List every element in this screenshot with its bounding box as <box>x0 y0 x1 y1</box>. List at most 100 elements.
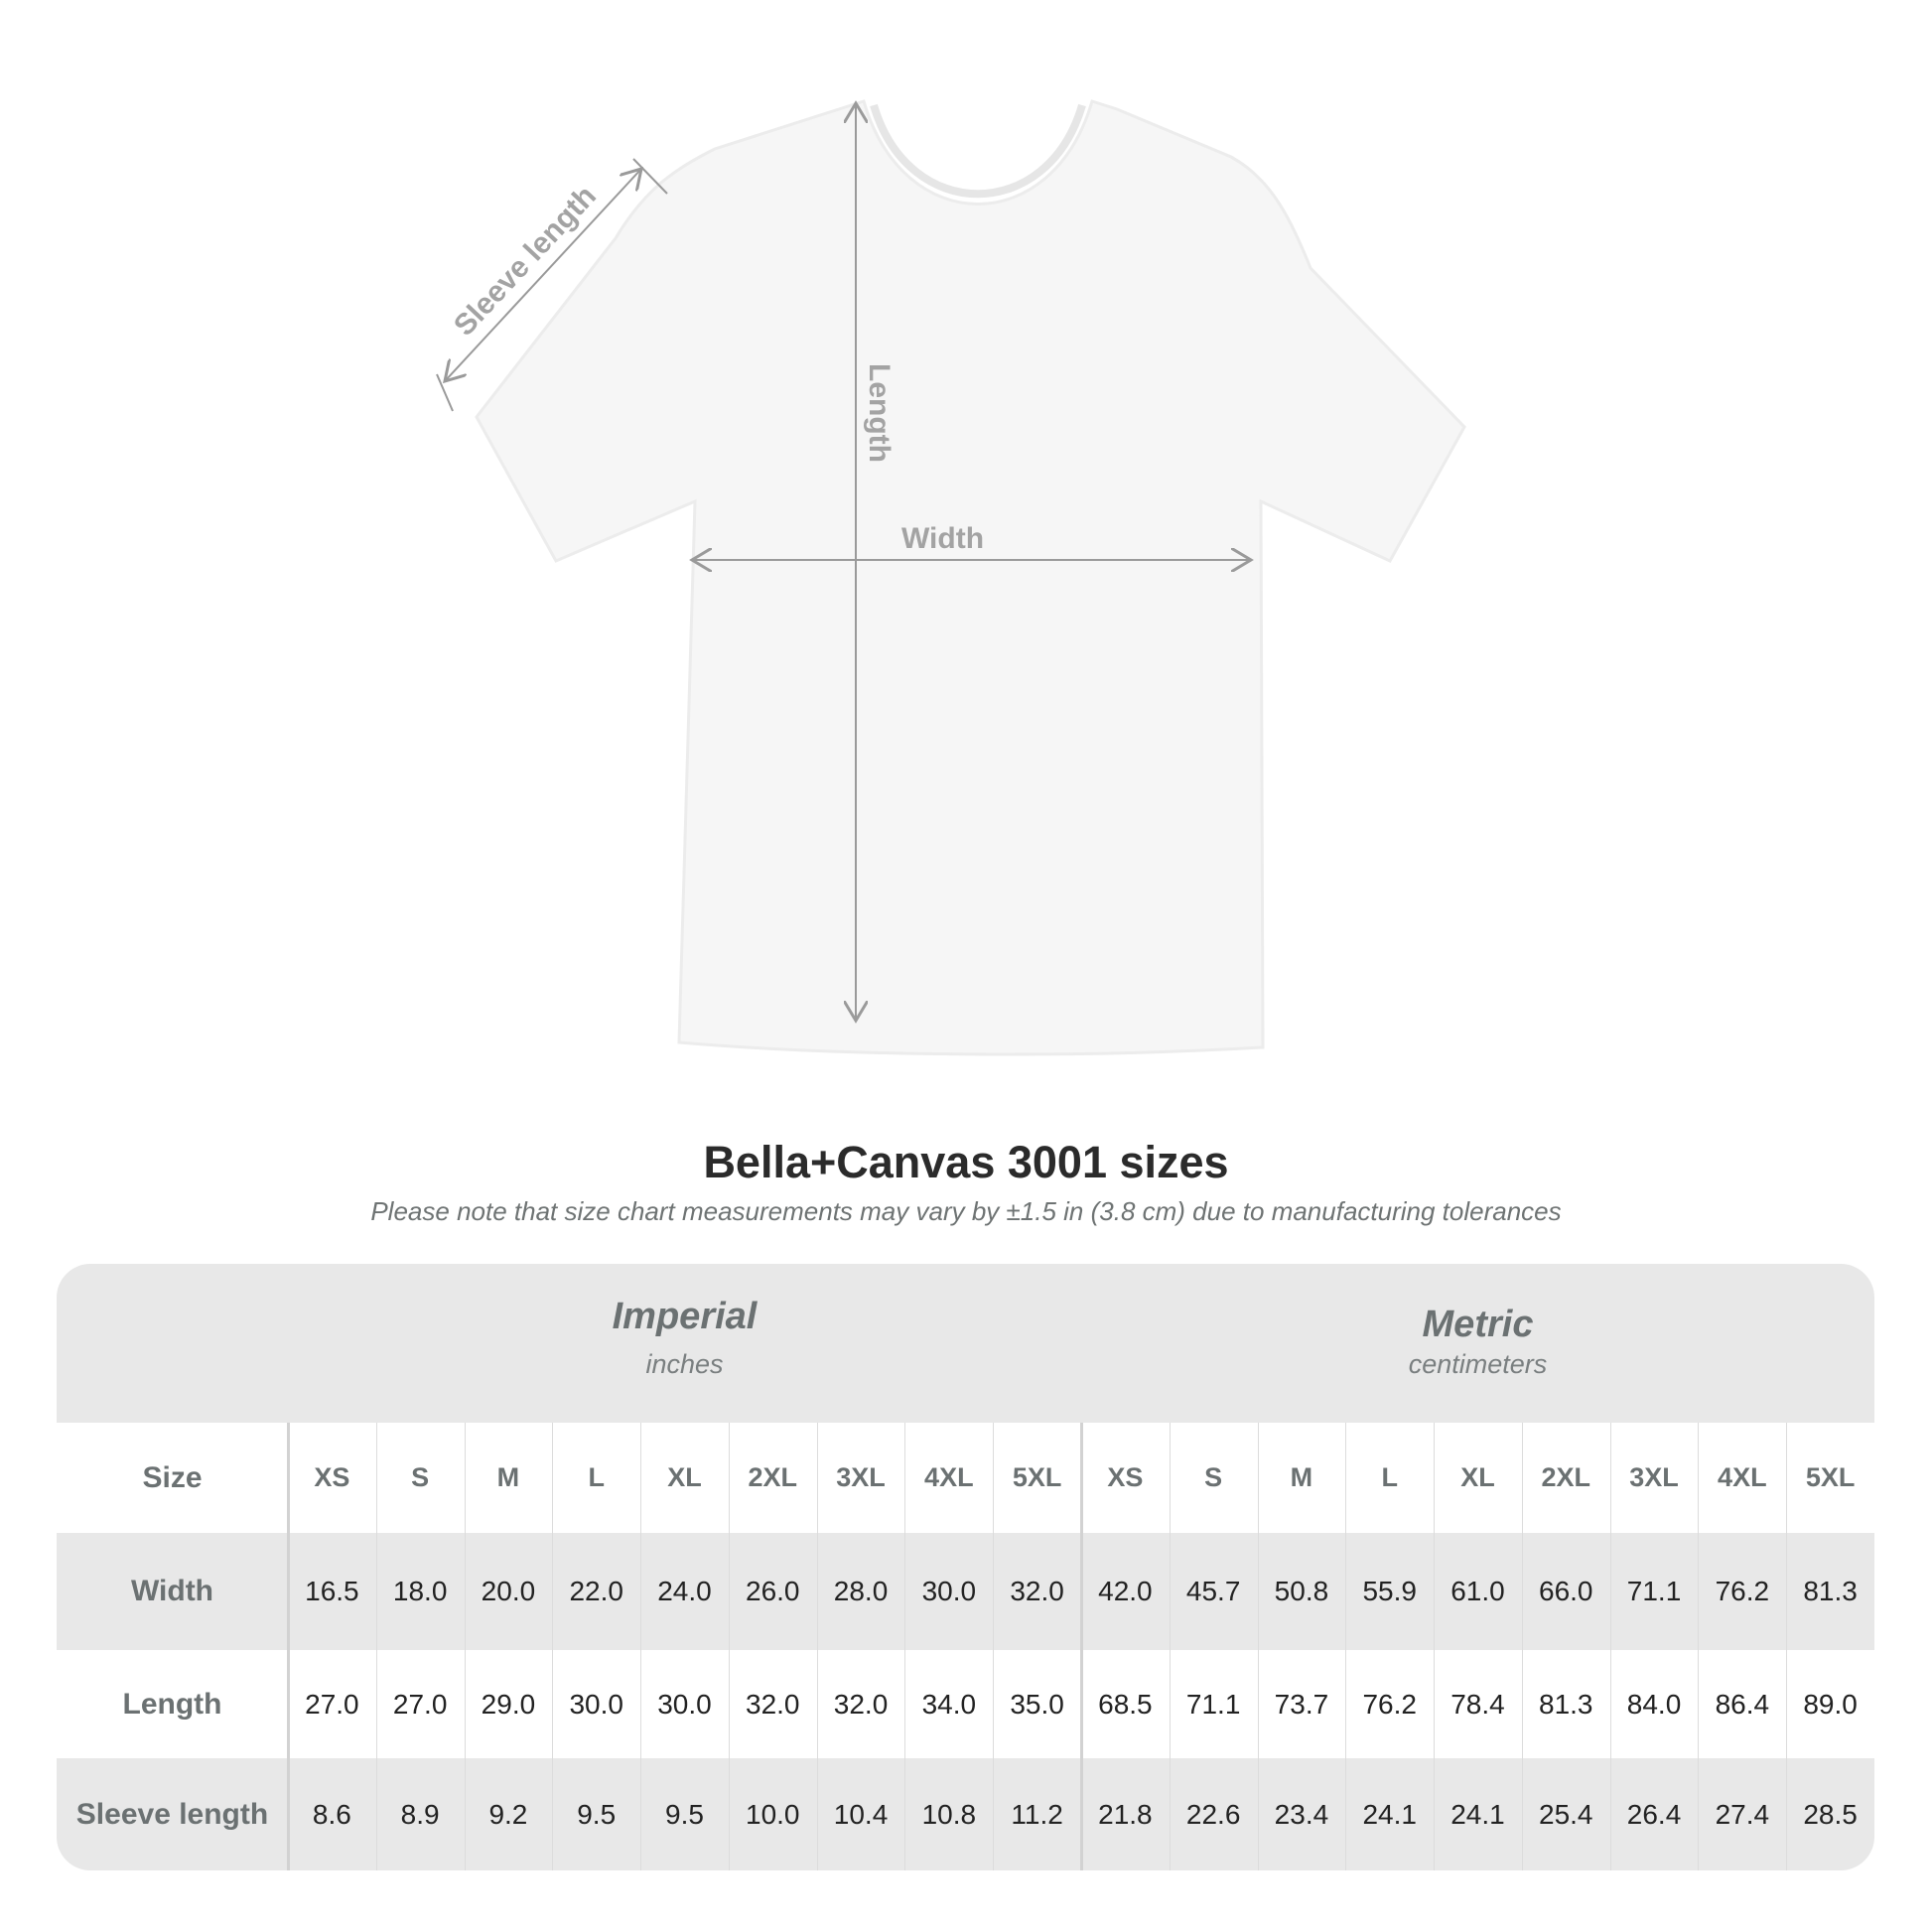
tshirt-shape <box>475 99 1466 1056</box>
imperial-value-cell: 11.2 <box>1011 1798 1063 1830</box>
imperial-value-cell: 24.0 <box>657 1576 712 1606</box>
imperial-title: Imperial <box>612 1296 758 1337</box>
metric-value-cell: 27.4 <box>1715 1798 1770 1830</box>
column-divider <box>552 1423 554 1870</box>
column-divider <box>904 1423 906 1870</box>
imperial-value-cell: 32.0 <box>1010 1576 1064 1606</box>
imperial-value-cell: 26.0 <box>746 1576 800 1606</box>
imperial-value-cell: 10.0 <box>746 1798 800 1830</box>
imperial-value-cell: 30.0 <box>921 1576 977 1606</box>
column-divider <box>640 1423 642 1870</box>
width-label: Width <box>901 522 984 555</box>
imperial-value-cell: 9.5 <box>665 1798 704 1830</box>
metric-value-cell: 28.5 <box>1803 1798 1858 1830</box>
column-divider <box>464 1423 466 1870</box>
size-header-cell: XS <box>1107 1462 1144 1492</box>
metric-value-cell: 23.4 <box>1274 1798 1329 1830</box>
size-header-cell: 2XL <box>1541 1462 1591 1492</box>
imperial-value-cell: 34.0 <box>921 1688 977 1720</box>
metric-value-cell: 25.4 <box>1539 1798 1593 1830</box>
size-header-cell: 5XL <box>1012 1462 1062 1492</box>
size-header-cell: XL <box>667 1462 702 1492</box>
metric-value-cell: 84.0 <box>1626 1688 1682 1720</box>
metric-title: Metric <box>1422 1304 1534 1345</box>
imperial-value-cell: 10.4 <box>833 1798 889 1830</box>
imperial-value-cell: 30.0 <box>657 1688 712 1720</box>
imperial-value-cell: 22.0 <box>569 1576 623 1606</box>
imperial-value-cell: 8.9 <box>400 1798 440 1830</box>
metric-value-cell: 61.0 <box>1450 1576 1505 1606</box>
imperial-value-cell: 9.5 <box>577 1798 617 1830</box>
size-header-cell: S <box>411 1462 430 1492</box>
column-divider <box>1434 1423 1436 1870</box>
size-header-cell: L <box>1381 1462 1398 1492</box>
metric-value-cell: 22.6 <box>1185 1798 1241 1830</box>
size-header-cell: 4XL <box>1718 1462 1767 1492</box>
imperial-value-cell: 28.0 <box>833 1576 889 1606</box>
column-divider <box>1609 1423 1611 1870</box>
metric-value-cell: 42.0 <box>1098 1576 1153 1606</box>
metric-value-cell: 73.7 <box>1274 1688 1329 1720</box>
size-row-label: Size <box>142 1460 203 1494</box>
metric-value-cell: 78.4 <box>1450 1688 1505 1720</box>
row-label: Sleeve length <box>75 1797 269 1831</box>
size-header-cell: 3XL <box>836 1462 886 1492</box>
metric-value-cell: 76.2 <box>1362 1688 1417 1720</box>
row-label: Length <box>122 1687 222 1721</box>
column-divider <box>1698 1423 1700 1870</box>
imperial-unit: inches <box>645 1349 724 1379</box>
metric-value-cell: 55.9 <box>1362 1576 1417 1606</box>
size-header-cell: 3XL <box>1629 1462 1679 1492</box>
column-divider <box>1345 1423 1347 1870</box>
size-header-cell: M <box>1290 1462 1313 1492</box>
metric-value-cell: 24.1 <box>1450 1798 1505 1830</box>
column-divider <box>1169 1423 1171 1870</box>
imperial-value-cell: 20.0 <box>481 1576 536 1606</box>
row-label: Width <box>130 1575 214 1607</box>
metric-value-cell: 71.1 <box>1185 1688 1241 1720</box>
size-header-cell: S <box>1204 1462 1223 1492</box>
imperial-value-cell: 10.8 <box>921 1798 977 1830</box>
metric-value-cell: 50.8 <box>1274 1576 1329 1606</box>
imperial-value-cell: 32.0 <box>833 1688 889 1720</box>
imperial-value-cell: 9.2 <box>488 1798 528 1830</box>
size-header-cell: L <box>588 1462 605 1492</box>
imperial-value-cell: 27.0 <box>305 1688 359 1720</box>
imperial-group-header: Imperial inches <box>288 1264 1081 1423</box>
column-divider <box>287 1423 290 1870</box>
metric-value-cell: 24.1 <box>1362 1798 1417 1830</box>
imperial-value-cell: 30.0 <box>569 1688 623 1720</box>
imperial-value-cell: 18.0 <box>392 1576 448 1606</box>
metric-value-cell: 76.2 <box>1715 1576 1770 1606</box>
column-divider <box>375 1423 377 1870</box>
length-label: Length <box>863 363 896 463</box>
size-header-cell: 4XL <box>924 1462 974 1492</box>
column-divider <box>1521 1423 1523 1870</box>
metric-value-cell: 86.4 <box>1715 1688 1770 1720</box>
size-header-cell: M <box>496 1462 520 1492</box>
size-header-cell: XL <box>1460 1462 1495 1492</box>
tolerance-note: Please note that size chart measurements… <box>370 1196 1562 1226</box>
size-header-cell: XS <box>314 1462 350 1492</box>
metric-value-cell: 81.3 <box>1539 1688 1593 1720</box>
column-divider <box>728 1423 730 1870</box>
imperial-value-cell: 16.5 <box>305 1576 359 1606</box>
imperial-value-cell: 8.6 <box>312 1798 351 1830</box>
size-table: Imperial inches Metric centimeters Size X… <box>57 1264 1874 1870</box>
collar <box>870 103 1086 199</box>
column-divider <box>1257 1423 1259 1870</box>
metric-value-cell: 66.0 <box>1539 1576 1593 1606</box>
metric-value-cell: 21.8 <box>1098 1798 1153 1830</box>
size-header-cell: 5XL <box>1805 1462 1856 1492</box>
tshirt-diagram: Sleeve length Length Width <box>436 99 1466 1056</box>
metric-value-cell: 71.1 <box>1626 1576 1682 1606</box>
imperial-value-cell: 27.0 <box>392 1688 448 1720</box>
page-title: Bella+Canvas 3001 sizes <box>703 1137 1229 1187</box>
sleeve-measure-line <box>445 169 641 381</box>
size-header-cell: 2XL <box>748 1462 798 1492</box>
metric-value-cell: 45.7 <box>1185 1576 1241 1606</box>
metric-value-cell: 81.3 <box>1803 1576 1858 1606</box>
metric-group-header: Metric centimeters <box>1081 1264 1874 1423</box>
imperial-value-cell: 29.0 <box>481 1688 536 1720</box>
imperial-value-cell: 35.0 <box>1010 1688 1064 1720</box>
